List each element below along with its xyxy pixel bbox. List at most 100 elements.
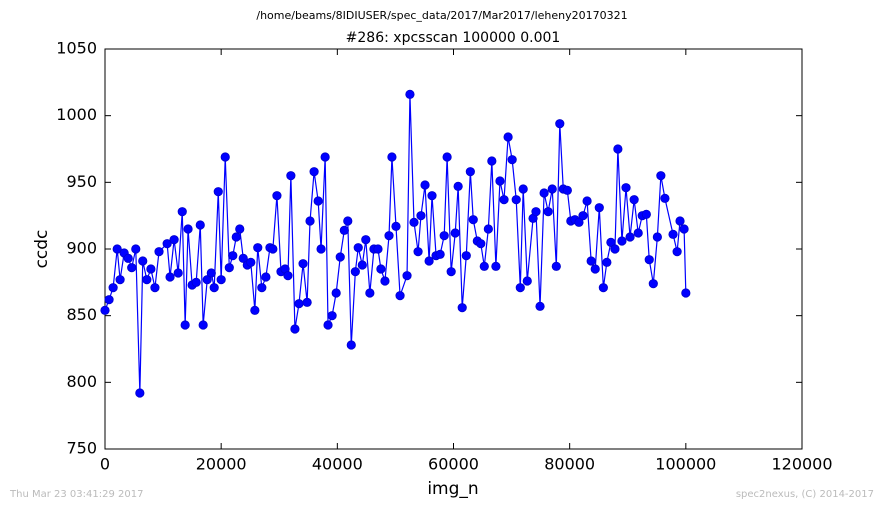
data-point [453,181,463,191]
data-point [209,283,219,293]
data-point [641,209,651,219]
data-point [522,276,532,286]
data-point [442,152,452,162]
data-point [387,152,397,162]
x-tick-label: 60000 [428,455,479,474]
data-point [180,320,190,330]
y-tick-label: 900 [66,239,97,258]
data-point [123,253,133,263]
x-axis-label: img_n [427,479,478,499]
data-point [629,195,639,205]
data-point [112,244,122,254]
data-point [420,180,430,190]
data-point [335,252,345,262]
chart-title: #286: xpcsscan 100000 0.001 [346,30,561,46]
data-point [652,232,662,242]
data-point [450,228,460,238]
data-point [253,243,263,253]
data-point [644,255,654,265]
x-tick-label: 0 [100,455,110,474]
data-point [479,261,489,271]
data-point [313,196,323,206]
data-point [582,196,592,206]
data-point [246,257,256,267]
data-point [257,283,267,293]
data-point [331,288,341,298]
data-point [495,176,505,186]
data-point [216,275,226,285]
data-point [427,191,437,201]
data-point [539,188,549,198]
data-point [320,152,330,162]
x-tick-label: 20000 [196,455,247,474]
data-point [373,244,383,254]
data-point [228,251,238,261]
data-point [465,167,475,177]
data-point [511,195,521,205]
data-point [135,388,145,398]
data-point [104,295,114,305]
data-point [562,185,572,195]
data-point [551,261,561,271]
footer-left: Thu Mar 23 03:41:29 2017 [9,489,143,500]
data-point [224,263,234,273]
data-point [316,244,326,254]
data-point [165,272,175,282]
data-point [286,171,296,181]
data-point [376,264,386,274]
data-point [617,236,627,246]
data-point [380,276,390,286]
data-point [173,268,183,278]
data-point [531,207,541,217]
data-point [660,193,670,203]
data-point [416,211,426,221]
data-point [108,283,118,293]
x-tick-label: 100000 [655,455,716,474]
data-point [409,217,419,227]
y-tick-label: 1000 [56,105,97,124]
data-point [305,216,315,226]
data-point [476,239,486,249]
data-point [424,256,434,266]
data-point [361,235,371,245]
data-point [672,247,682,257]
y-tick-label: 850 [66,305,97,324]
data-point [574,217,584,227]
data-point [323,320,333,330]
data-point [142,275,152,285]
supertitle: /home/beams/8IDIUSER/spec_data/2017/Mar2… [256,9,627,22]
data-point [395,291,405,301]
data-point [555,119,565,129]
data-point [461,251,471,261]
data-point [602,257,612,267]
data-point [439,231,449,241]
data-point [594,203,604,213]
footer-right: spec2nexus, (C) 2014-2017 [736,489,874,500]
data-point [515,283,525,293]
y-tick-label: 1050 [56,39,97,58]
data-point [405,89,415,99]
data-point [518,184,528,194]
data-point [491,261,501,271]
data-point [115,275,125,285]
data-line [104,94,687,394]
data-point [446,267,456,277]
data-point [169,235,179,245]
data-point [633,228,643,238]
data-point [365,288,375,298]
data-point [578,211,588,221]
data-point [547,184,557,194]
data-point [290,324,300,334]
data-point [353,243,363,253]
data-point [177,207,187,217]
data-point [250,305,260,315]
y-tick-label: 950 [66,172,97,191]
x-tick-label: 120000 [771,455,832,474]
data-point [507,155,517,165]
data-point [339,225,349,235]
data-point [590,264,600,274]
data-point [621,183,631,193]
data-point [586,256,596,266]
data-point [154,247,164,257]
